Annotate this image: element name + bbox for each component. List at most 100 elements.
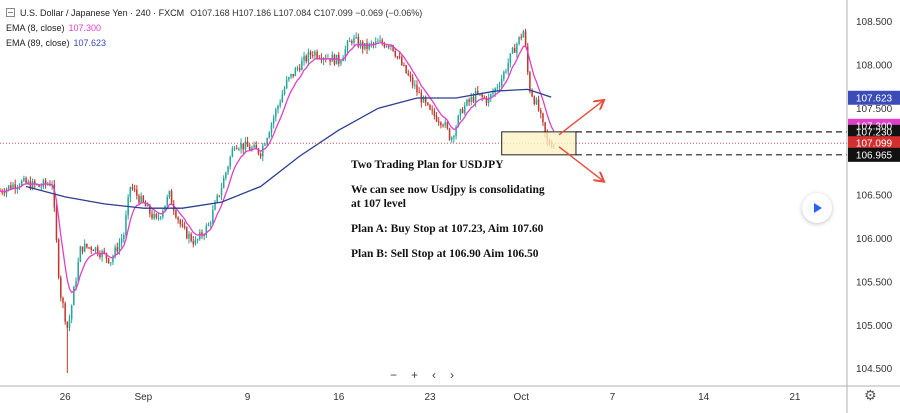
candle-body — [20, 180, 23, 186]
candle-body — [281, 94, 284, 103]
price-tick-label: 105.000 — [856, 321, 893, 332]
candle-body — [7, 185, 10, 189]
candle-body — [459, 109, 462, 116]
candle-body — [472, 97, 475, 102]
zoom-in-button[interactable]: + — [411, 368, 419, 382]
candle-body — [179, 219, 182, 225]
candle-body — [407, 73, 410, 76]
ohlc-values: O107.168 H107.186 L107.084 C107.099 −0.0… — [190, 8, 423, 18]
candle-body — [90, 247, 92, 251]
candle-body — [83, 243, 86, 252]
candle-body — [453, 136, 455, 138]
ema-fast-legend[interactable]: EMA (8, close) 107.300 — [6, 21, 422, 36]
candle-body — [27, 181, 29, 184]
ema-slow-legend[interactable]: EMA (89, close) 107.623 — [6, 36, 422, 51]
candle-body — [94, 247, 97, 251]
candle-body — [86, 243, 88, 248]
candle-body — [66, 321, 69, 329]
candle-body — [348, 40, 351, 42]
candle-body — [379, 40, 381, 42]
note-line: We can see now Usdjpy is consolidating a… — [351, 184, 545, 210]
candle-body — [292, 73, 294, 76]
candle-body — [68, 319, 71, 329]
time-tick-label: 14 — [698, 392, 710, 403]
candle-body — [433, 110, 436, 116]
price-badge-label: 106.965 — [856, 150, 893, 161]
candle-body — [437, 121, 440, 123]
candle-body — [516, 43, 518, 53]
candle-body — [485, 97, 488, 103]
ema-fast-label: EMA (8, close) — [6, 23, 65, 33]
candle-body — [251, 147, 253, 151]
candle-body — [357, 37, 360, 47]
consolidation-box — [501, 131, 577, 156]
candle-body — [440, 122, 442, 126]
time-tick-label: 26 — [60, 392, 72, 403]
candle-body — [55, 207, 58, 240]
plan-a: Plan A: Buy Stop at 107.23, Aim 107.60 — [351, 223, 544, 235]
candle-body — [240, 143, 242, 149]
candle-body — [118, 242, 121, 252]
candle-body — [225, 172, 227, 179]
candle-body — [125, 215, 127, 236]
zoom-out-button[interactable]: − — [390, 368, 398, 382]
scroll-forward-button[interactable]: › — [450, 368, 455, 382]
candle-body — [220, 188, 223, 196]
candle-body — [140, 195, 142, 203]
play-icon[interactable] — [802, 193, 832, 223]
price-badge-label: 107.230 — [856, 127, 893, 138]
candle-body — [36, 184, 38, 186]
candle-body — [509, 53, 512, 64]
candle-body — [235, 148, 238, 150]
ema-slow-value: 107.623 — [73, 38, 107, 48]
candle-body — [275, 109, 277, 118]
candle-body — [409, 75, 412, 78]
candle-body — [175, 210, 177, 218]
candle-body — [262, 145, 264, 157]
gear-icon[interactable]: ⚙ — [864, 387, 877, 403]
ema-slow-label: EMA (89, close) — [6, 38, 70, 48]
price-tick-label: 106.500 — [856, 191, 893, 202]
candle-body — [149, 204, 151, 214]
collapse-icon[interactable] — [6, 8, 15, 17]
price-tick-label: 108.000 — [856, 61, 893, 72]
price-tick-label: 107.500 — [856, 104, 893, 115]
candle-body — [103, 251, 106, 253]
candle-body — [53, 184, 56, 208]
candle-body — [390, 45, 392, 47]
candle-body — [123, 235, 125, 239]
candle-body — [259, 153, 262, 157]
candle-body — [396, 56, 399, 58]
candle-body — [181, 224, 184, 226]
candle-body — [385, 46, 388, 48]
candle-body — [57, 239, 60, 278]
candle-body — [144, 202, 147, 207]
symbol-title: U.S. Dollar / Japanese Yen · 240 · FXCM — [20, 8, 185, 18]
candle-body — [203, 235, 205, 237]
candle-body — [529, 72, 531, 92]
candle-body — [353, 37, 355, 43]
candle-body — [442, 125, 444, 127]
candle-body — [355, 37, 357, 39]
plot-area[interactable] — [0, 28, 900, 373]
candle-body — [314, 51, 316, 56]
scroll-back-button[interactable]: ‹ — [432, 368, 437, 382]
candle-body — [205, 225, 208, 236]
price-badge — [848, 124, 900, 139]
candle-body — [188, 234, 190, 239]
candle-body — [394, 51, 397, 57]
candle-body — [403, 65, 405, 67]
chart-legend: U.S. Dollar / Japanese Yen · 240 · FXCM O… — [6, 6, 422, 51]
candle-body — [427, 102, 429, 105]
candle-body — [418, 92, 420, 94]
candle-body — [311, 55, 314, 57]
candle-body — [14, 184, 16, 189]
candle-body — [129, 187, 132, 198]
candle-body — [116, 247, 119, 252]
candle-body — [422, 96, 425, 103]
candle-body — [309, 52, 312, 56]
candle-body — [190, 234, 192, 241]
candle-body — [500, 79, 503, 86]
price-badge — [848, 90, 900, 105]
